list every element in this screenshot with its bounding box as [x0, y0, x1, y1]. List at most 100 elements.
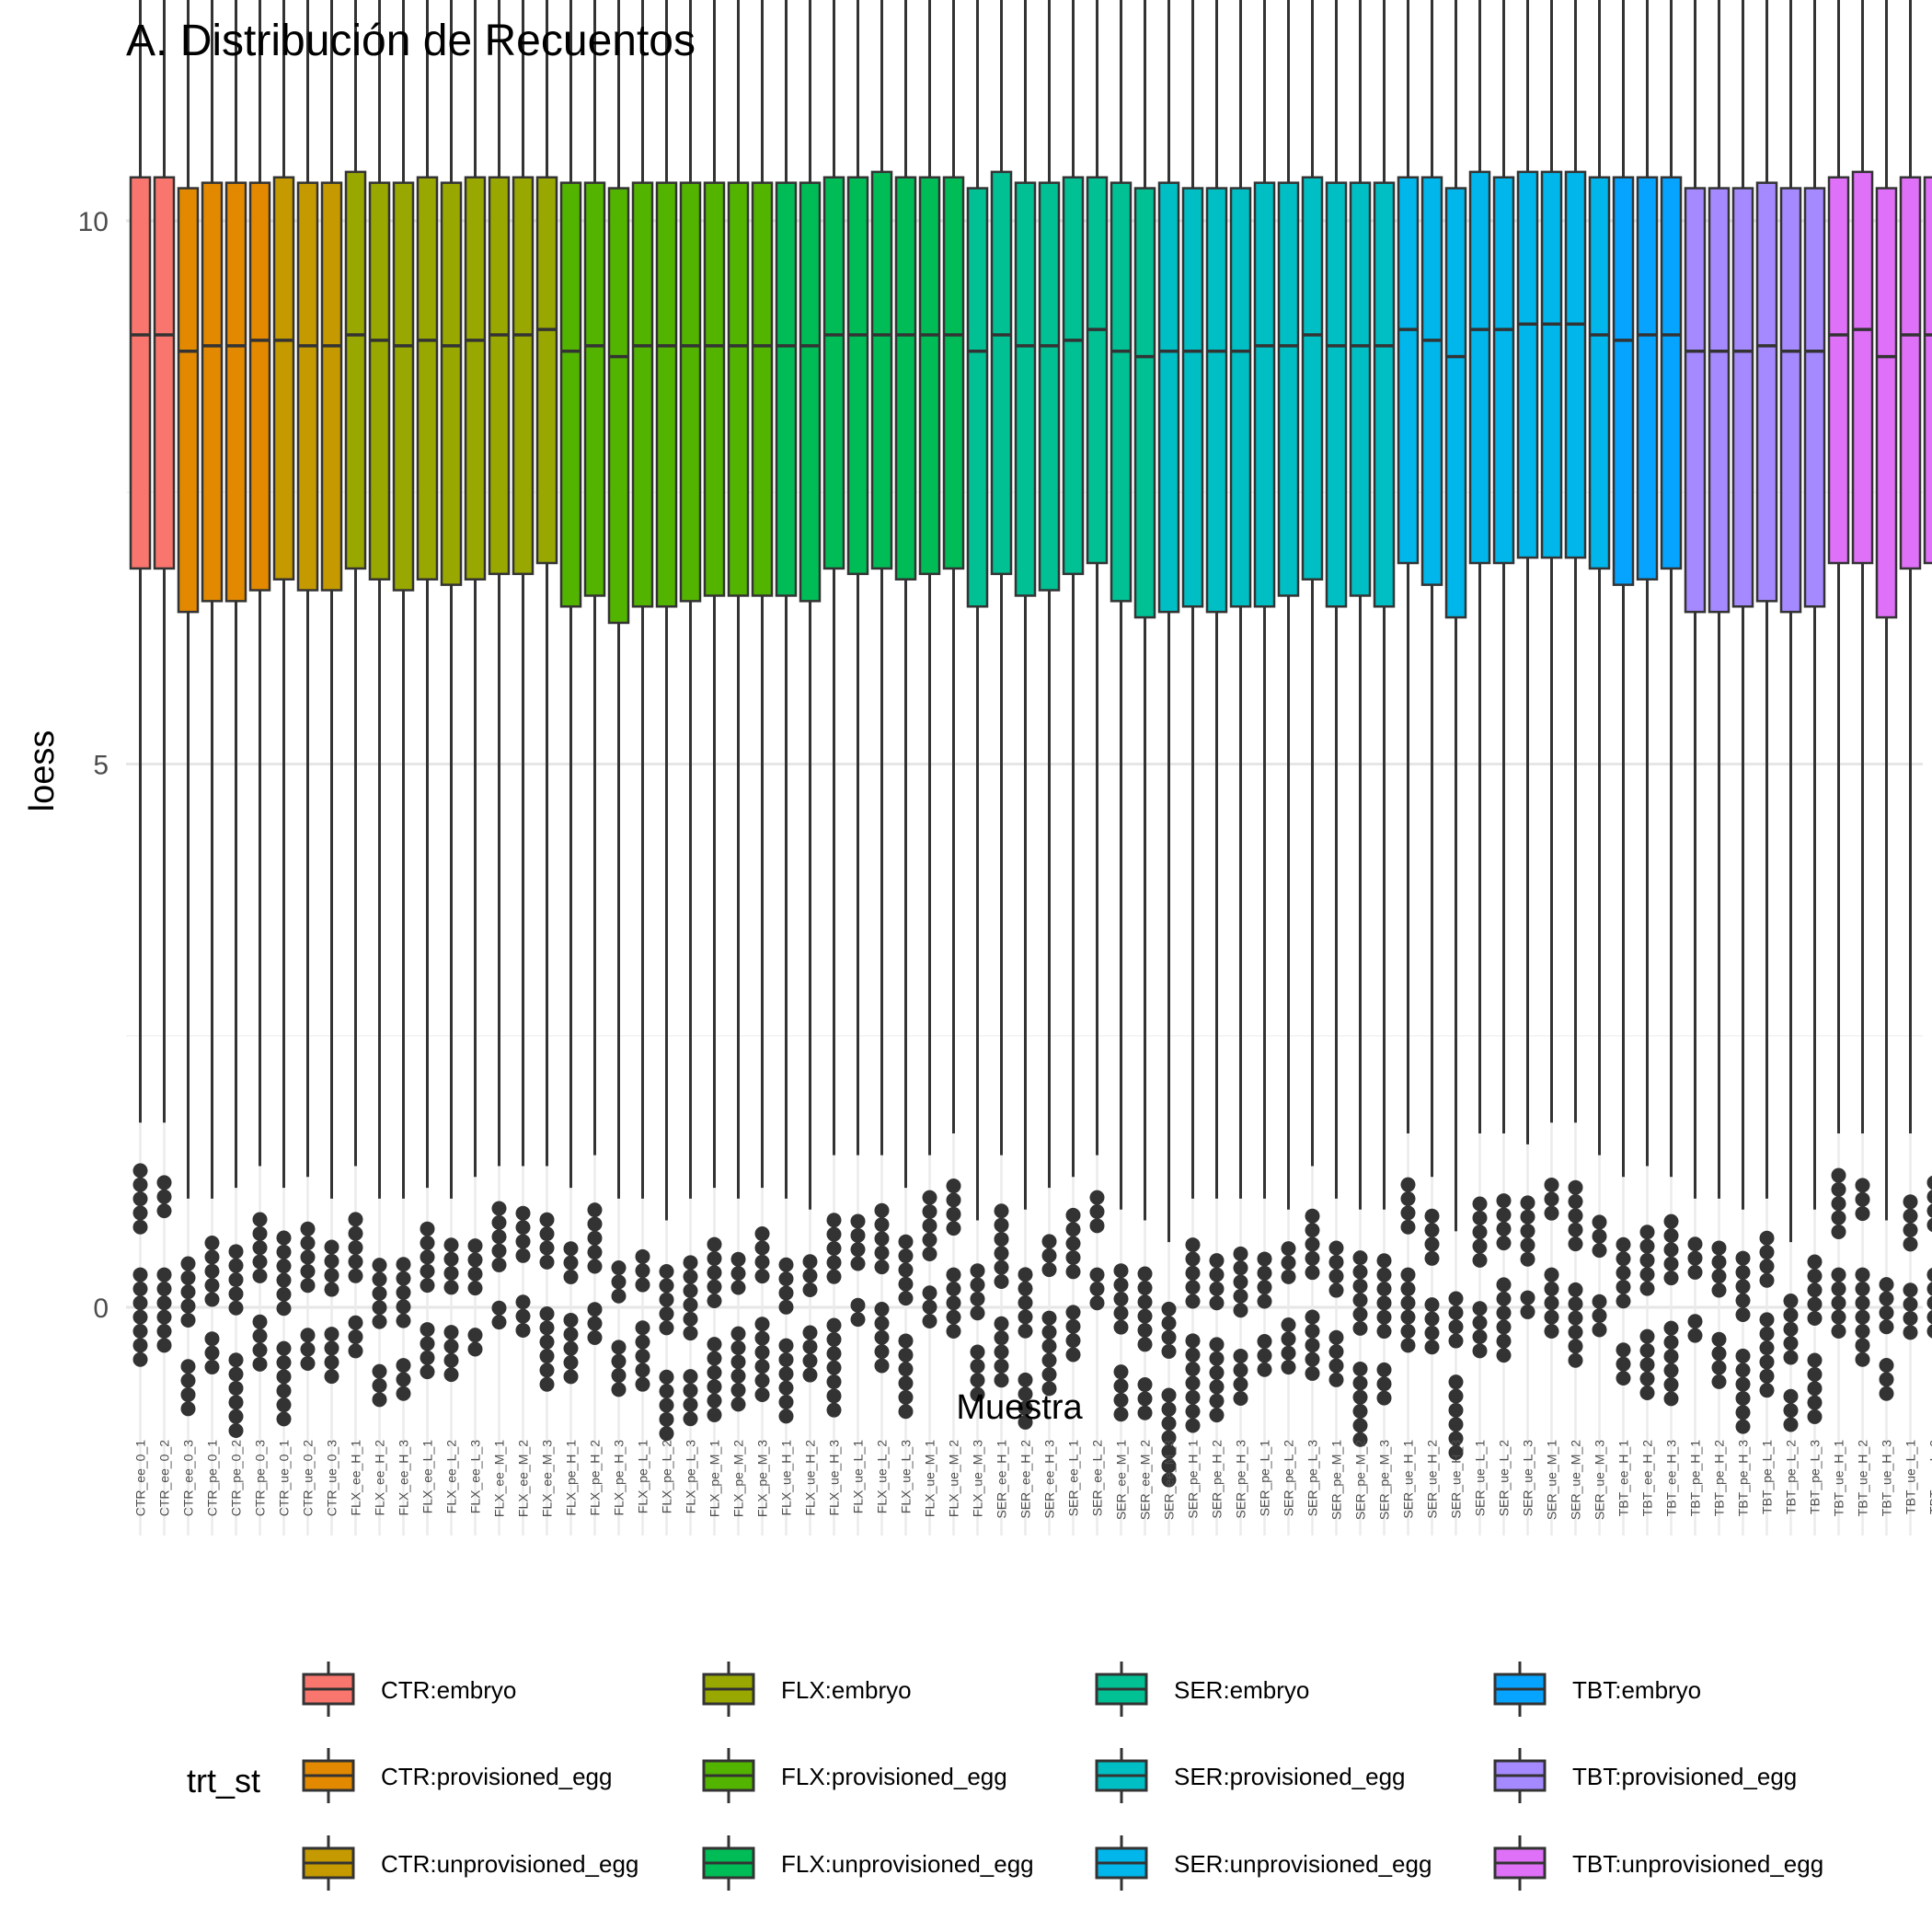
outlier-point — [539, 1320, 555, 1336]
outliers — [1352, 1250, 1368, 1447]
outlier-point — [898, 1375, 914, 1391]
outliers — [372, 1258, 387, 1408]
outlier-point — [1209, 1365, 1225, 1381]
outlier-point — [1376, 1362, 1392, 1377]
outliers — [1257, 1251, 1272, 1377]
legend-item: SER:embryo — [1095, 1662, 1309, 1717]
outlier-point — [467, 1328, 483, 1343]
outlier-point — [1472, 1196, 1488, 1212]
outlier-point — [1735, 1363, 1751, 1378]
outlier-point — [1711, 1360, 1727, 1375]
outlier-point — [1926, 1203, 1932, 1218]
outlier-point — [587, 1259, 603, 1274]
x-tick-label: SER_ue_M_2 — [1569, 1440, 1583, 1520]
outlier-point — [898, 1404, 914, 1420]
box-FLX_ue_M_1 — [918, 0, 941, 1328]
outlier-point — [252, 1225, 268, 1241]
x-tick-label: SER_ue_M_3 — [1593, 1440, 1607, 1520]
box-TBT_ue_H_1 — [1827, 0, 1850, 1339]
outlier-point — [1161, 1458, 1177, 1474]
outlier-point — [659, 1306, 674, 1322]
outlier-point — [994, 1274, 1009, 1290]
iqr-box — [1205, 187, 1228, 614]
outlier-point — [324, 1268, 339, 1283]
outlier-point — [1759, 1368, 1775, 1384]
outlier-point — [611, 1353, 627, 1369]
outliers — [587, 1202, 603, 1345]
x-tick-label: SER_ue_H_3 — [1449, 1440, 1464, 1519]
outlier-point — [754, 1386, 770, 1402]
outlier-point — [850, 1297, 866, 1313]
outlier-point — [300, 1278, 316, 1294]
outliers — [1639, 1225, 1655, 1401]
outlier-point — [922, 1285, 937, 1301]
outlier-point — [1018, 1372, 1033, 1387]
x-tick-label: SER_ee_L_2 — [1090, 1440, 1105, 1517]
outlier-point — [707, 1337, 722, 1352]
outlier-point — [1161, 1416, 1177, 1432]
outlier-point — [659, 1263, 674, 1279]
box-SER_ue_H_1 — [1397, 0, 1420, 1353]
x-tick-label: CTR_ee_0_3 — [181, 1440, 196, 1516]
outlier-point — [1185, 1237, 1201, 1253]
outlier-point — [276, 1286, 292, 1302]
outlier-point — [515, 1294, 531, 1310]
outlier-point — [1328, 1372, 1344, 1387]
outlier-point — [1520, 1195, 1535, 1211]
outlier-point — [1687, 1250, 1703, 1266]
outlier-point — [898, 1276, 914, 1292]
outlier-point — [563, 1355, 579, 1371]
y-tick-label: 0 — [93, 1294, 109, 1324]
legend-label: FLX:provisioned_egg — [781, 1763, 1007, 1790]
outlier-point — [180, 1298, 196, 1314]
outlier-point — [1926, 1190, 1932, 1204]
x-tick-label: SER_ee_M_3 — [1162, 1440, 1177, 1520]
iqr-box — [488, 176, 511, 576]
outlier-point — [1305, 1250, 1320, 1266]
outlier-point — [1281, 1317, 1296, 1333]
y-axis-title: loess — [23, 730, 62, 812]
outlier-point — [1424, 1250, 1440, 1266]
box-TBT_ue_H_2 — [1851, 0, 1874, 1367]
outlier-point — [683, 1311, 698, 1327]
box-SER_ue_M_2 — [1564, 0, 1587, 1368]
iqr-box — [1755, 181, 1778, 603]
outlier-point — [802, 1367, 818, 1383]
x-tick-label: SER_ee_M_1 — [1114, 1440, 1129, 1520]
outliers — [1759, 1230, 1775, 1398]
outliers — [1328, 1240, 1344, 1387]
outlier-point — [1209, 1253, 1225, 1269]
outlier-point — [252, 1268, 268, 1283]
x-tick-label: FLX_pe_M_3 — [755, 1440, 770, 1517]
outliers — [850, 1213, 866, 1328]
outlier-point — [587, 1202, 603, 1218]
outlier-point — [1926, 1324, 1932, 1339]
outlier-point — [1663, 1256, 1679, 1271]
outlier-point — [874, 1259, 890, 1275]
outliers — [1113, 1263, 1129, 1422]
outlier-point — [730, 1251, 746, 1267]
outliers — [1592, 1214, 1607, 1338]
outlier-point — [1735, 1376, 1751, 1392]
x-tick-label: SER_ee_M_2 — [1138, 1440, 1153, 1520]
outlier-point — [204, 1263, 220, 1279]
iqr-box — [583, 181, 606, 597]
outlier-point — [994, 1373, 1009, 1388]
outlier-point — [1089, 1295, 1105, 1311]
outlier-point — [156, 1175, 172, 1190]
outlier-point — [1496, 1319, 1512, 1335]
outlier-point — [922, 1190, 937, 1205]
outlier-point — [1616, 1236, 1631, 1252]
outlier-point — [228, 1286, 244, 1302]
x-tick-label: CTR_pe_0_1 — [205, 1440, 220, 1516]
outlier-point — [1257, 1280, 1272, 1295]
outlier-point — [539, 1363, 555, 1378]
outlier-point — [348, 1212, 363, 1227]
outlier-point — [659, 1292, 674, 1307]
iqr-box — [1229, 187, 1252, 608]
iqr-box — [177, 187, 200, 614]
outlier-point — [874, 1231, 890, 1247]
outlier-point — [1281, 1241, 1296, 1257]
outlier-point — [1568, 1179, 1583, 1195]
outlier-point — [156, 1323, 172, 1339]
